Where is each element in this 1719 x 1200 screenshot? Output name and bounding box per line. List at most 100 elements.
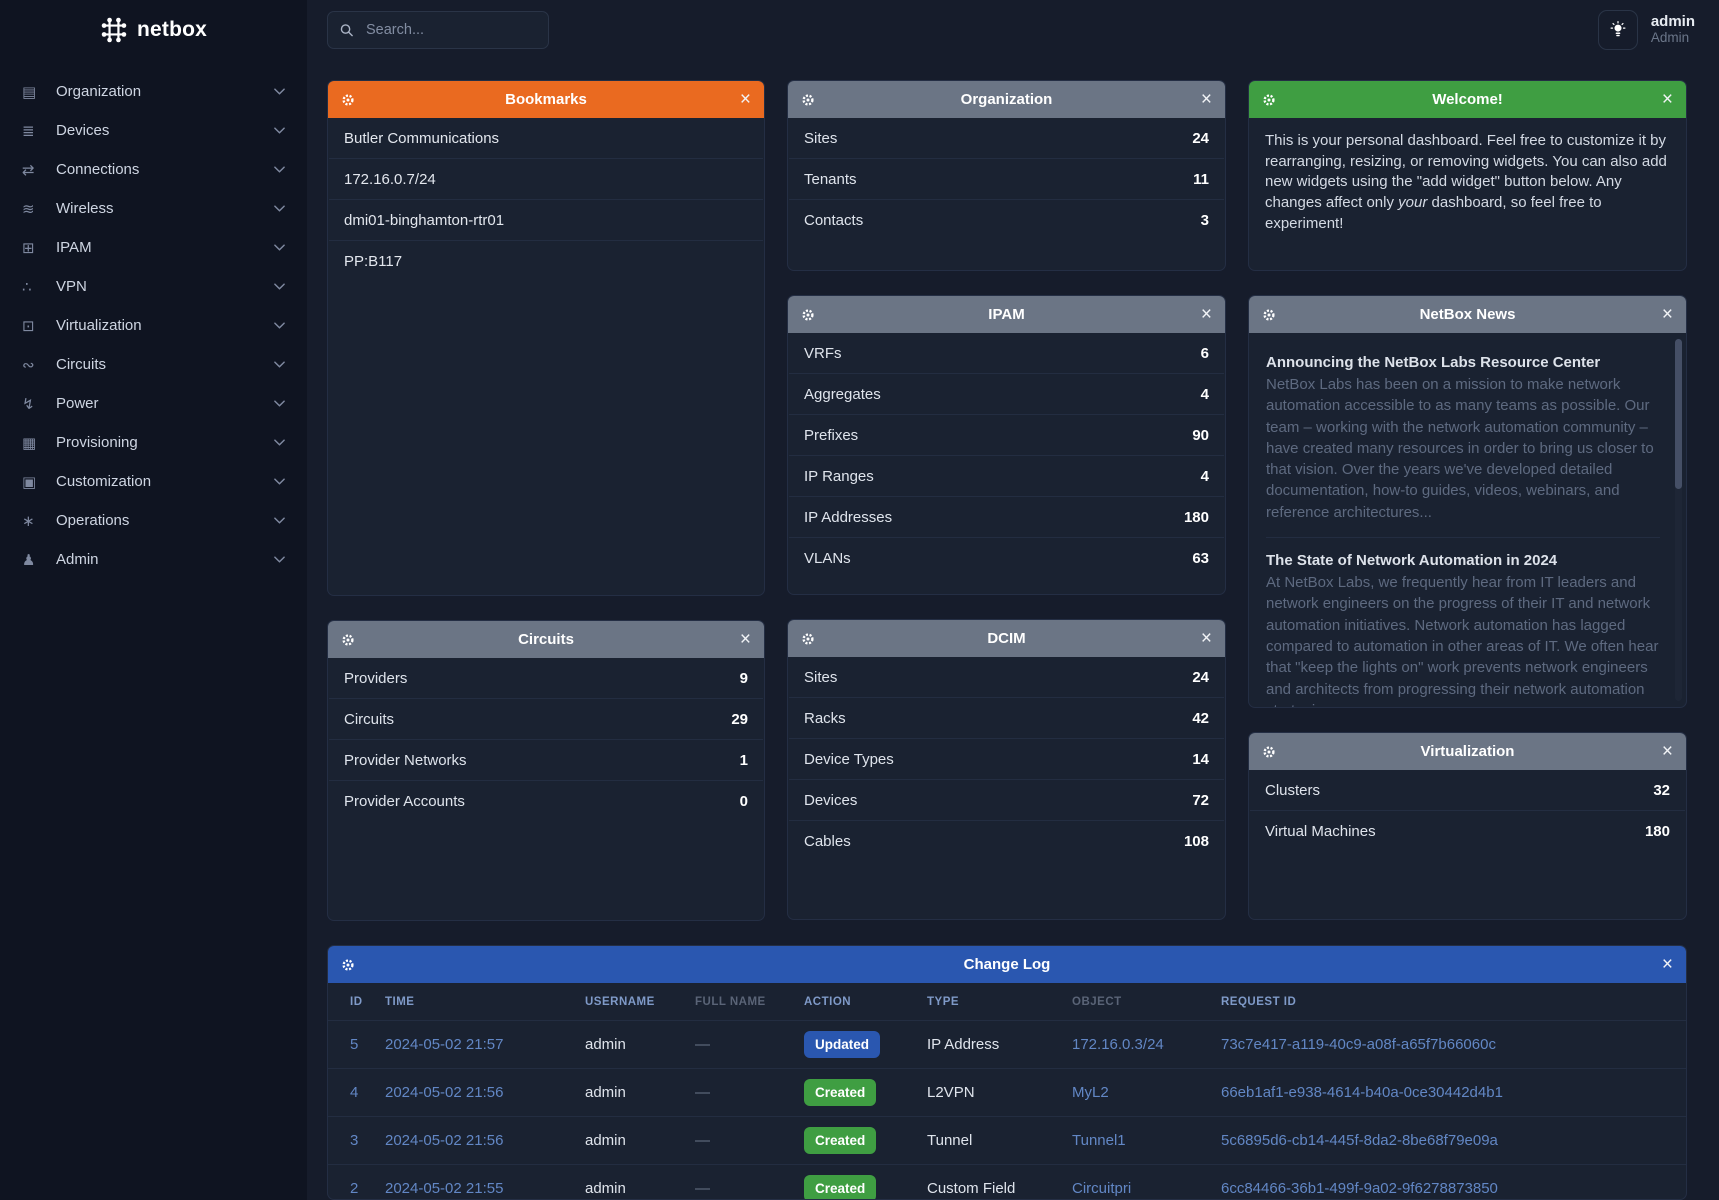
chevron-down-icon[interactable] xyxy=(274,439,285,446)
changelog-widget-header[interactable]: Change Log × xyxy=(328,946,1686,983)
gear-icon[interactable] xyxy=(341,958,355,972)
gear-icon[interactable] xyxy=(341,633,355,647)
sidebar-item[interactable]: ∴ VPN xyxy=(0,267,307,306)
stat-row[interactable]: VLANs 63 xyxy=(789,538,1224,579)
change-request-id-link[interactable]: 73c7e417-a119-40c9-a08f-a65f7b66060c xyxy=(1221,1020,1686,1069)
close-icon[interactable]: × xyxy=(1661,954,1673,975)
gear-icon[interactable] xyxy=(1262,93,1276,107)
sidebar-item[interactable]: ⊞ IPAM xyxy=(0,228,307,267)
chevron-down-icon[interactable] xyxy=(274,166,285,173)
stat-row[interactable]: IP Ranges 4 xyxy=(789,456,1224,497)
bookmark-item[interactable]: dmi01-binghamton-rtr01 xyxy=(329,200,763,241)
column-header[interactable]: FULL NAME xyxy=(695,996,766,1008)
change-id-link[interactable]: 2 xyxy=(328,1164,385,1199)
welcome-widget-header[interactable]: Welcome! × xyxy=(1249,81,1686,118)
gear-icon[interactable] xyxy=(1262,308,1276,322)
sidebar-item[interactable]: ≋ Wireless xyxy=(0,189,307,228)
change-id-link[interactable]: 3 xyxy=(328,1116,385,1165)
sidebar-item[interactable]: ▣ Customization xyxy=(0,462,307,501)
change-object-link[interactable]: MyL2 xyxy=(1072,1068,1221,1117)
column-header[interactable]: TIME xyxy=(385,996,415,1008)
chevron-down-icon[interactable] xyxy=(274,88,285,95)
change-time-link[interactable]: 2024-05-02 21:55 xyxy=(385,1164,585,1199)
stat-row[interactable]: Sites 24 xyxy=(789,657,1224,698)
chevron-down-icon[interactable] xyxy=(274,556,285,563)
stat-row[interactable]: VRFs 6 xyxy=(789,333,1224,374)
change-time-link[interactable]: 2024-05-02 21:57 xyxy=(385,1020,585,1069)
close-icon[interactable]: × xyxy=(1661,304,1673,325)
virtualization-widget-header[interactable]: Virtualization × xyxy=(1249,733,1686,770)
ipam-widget-header[interactable]: IPAM × xyxy=(788,296,1225,333)
change-object-link[interactable]: 172.16.0.3/24 xyxy=(1072,1020,1221,1069)
change-object-link[interactable]: Circuitpri xyxy=(1072,1164,1221,1199)
theme-toggle-button[interactable] xyxy=(1597,9,1638,50)
close-icon[interactable]: × xyxy=(1661,741,1673,762)
sidebar-item[interactable]: ▦ Provisioning xyxy=(0,423,307,462)
close-icon[interactable]: × xyxy=(739,89,751,110)
bookmark-item[interactable]: PP:B117 xyxy=(344,253,403,270)
news-scrollbar-track[interactable] xyxy=(1675,339,1682,701)
sidebar-item[interactable]: ♟ Admin xyxy=(0,540,307,579)
change-request-id-link[interactable]: 5c6895d6-cb14-445f-8da2-8be68f79e09a xyxy=(1221,1116,1686,1165)
bookmark-item[interactable]: Butler Communications xyxy=(329,118,763,159)
netbox-logo[interactable]: netbox xyxy=(0,0,307,60)
chevron-down-icon[interactable] xyxy=(274,361,285,368)
sidebar-item[interactable]: ▤ Organization xyxy=(0,72,307,111)
stat-row[interactable]: Contacts 3 xyxy=(789,200,1224,241)
stat-row[interactable]: IP Addresses 180 xyxy=(789,497,1224,538)
news-headline[interactable]: Announcing the NetBox Labs Resource Cent… xyxy=(1266,354,1601,371)
chevron-down-icon[interactable] xyxy=(274,244,285,251)
sidebar-item[interactable]: ↯ Power xyxy=(0,384,307,423)
column-header[interactable]: ACTION xyxy=(804,996,852,1008)
stat-row[interactable]: Clusters 32 xyxy=(1250,770,1685,811)
sidebar-item[interactable]: ∗ Operations xyxy=(0,501,307,540)
sidebar-item[interactable]: ⊡ Virtualization xyxy=(0,306,307,345)
chevron-down-icon[interactable] xyxy=(274,400,285,407)
stat-row[interactable]: Provider Accounts 0 xyxy=(329,781,763,822)
stat-row[interactable]: Virtual Machines 180 xyxy=(1250,811,1685,852)
bookmarks-widget-header[interactable]: Bookmarks × xyxy=(328,81,764,118)
change-id-link[interactable]: 5 xyxy=(328,1020,385,1069)
chevron-down-icon[interactable] xyxy=(274,322,285,329)
stat-row[interactable]: Providers 9 xyxy=(329,658,763,699)
sidebar-item[interactable]: ≣ Devices xyxy=(0,111,307,150)
stat-row[interactable]: Racks 42 xyxy=(789,698,1224,739)
gear-icon[interactable] xyxy=(1262,745,1276,759)
chevron-down-icon[interactable] xyxy=(274,205,285,212)
column-header[interactable]: REQUEST ID xyxy=(1221,996,1297,1008)
dcim-widget-header[interactable]: DCIM × xyxy=(788,620,1225,657)
circuits-widget-header[interactable]: Circuits × xyxy=(328,621,764,658)
stat-row[interactable]: Device Types 14 xyxy=(789,739,1224,780)
change-request-id-link[interactable]: 66eb1af1-e938-4614-b40a-0ce30442d4b1 xyxy=(1221,1068,1686,1117)
stat-row[interactable]: Tenants 11 xyxy=(789,159,1224,200)
close-icon[interactable]: × xyxy=(1200,89,1212,110)
change-request-id-link[interactable]: 6cc84466-36b1-499f-9a02-9f6278873850 xyxy=(1221,1164,1686,1199)
stat-row[interactable]: Cables 108 xyxy=(789,821,1224,862)
close-icon[interactable]: × xyxy=(1200,628,1212,649)
close-icon[interactable]: × xyxy=(1200,304,1212,325)
column-header[interactable]: OBJECT xyxy=(1072,996,1122,1008)
close-icon[interactable]: × xyxy=(1661,89,1673,110)
gear-icon[interactable] xyxy=(801,93,815,107)
sidebar-item[interactable]: ∾ Circuits xyxy=(0,345,307,384)
news-widget-header[interactable]: NetBox News × xyxy=(1249,296,1686,333)
stat-row[interactable]: Sites 24 xyxy=(789,118,1224,159)
gear-icon[interactable] xyxy=(341,93,355,107)
change-time-link[interactable]: 2024-05-02 21:56 xyxy=(385,1116,585,1165)
stat-row[interactable]: Circuits 29 xyxy=(329,699,763,740)
sidebar-item[interactable]: ⇄ Connections xyxy=(0,150,307,189)
change-id-link[interactable]: 4 xyxy=(328,1068,385,1117)
stat-row[interactable]: Prefixes 90 xyxy=(789,415,1224,456)
close-icon[interactable]: × xyxy=(739,629,751,650)
column-header[interactable]: TYPE xyxy=(927,996,960,1008)
search-input[interactable] xyxy=(327,10,549,49)
chevron-down-icon[interactable] xyxy=(274,283,285,290)
news-headline[interactable]: The State of Network Automation in 2024 xyxy=(1266,552,1558,570)
bookmark-item[interactable]: 172.16.0.7/24 xyxy=(329,159,763,200)
user-menu[interactable]: admin Admin xyxy=(1651,13,1695,46)
gear-icon[interactable] xyxy=(801,632,815,646)
stat-row[interactable]: Devices 72 xyxy=(789,780,1224,821)
column-header[interactable]: ID xyxy=(350,996,363,1008)
change-object-link[interactable]: Tunnel1 xyxy=(1072,1116,1221,1165)
chevron-down-icon[interactable] xyxy=(274,127,285,134)
